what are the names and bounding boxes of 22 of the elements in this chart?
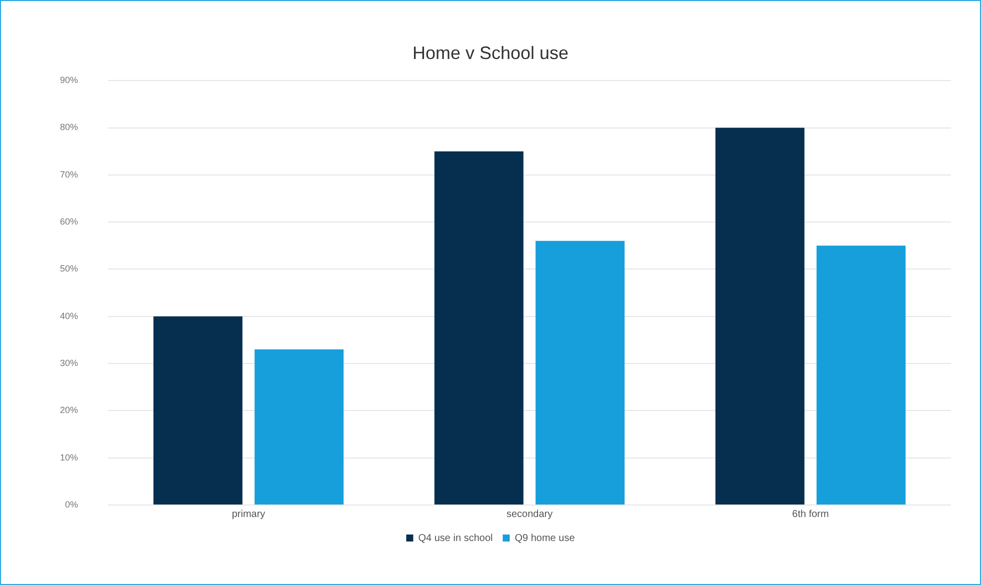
bar xyxy=(254,349,344,504)
bar xyxy=(816,246,906,504)
legend-label: Q9 home use xyxy=(514,532,576,544)
y-tick-label: 50% xyxy=(60,264,78,274)
x-tick-label: secondary xyxy=(506,508,553,520)
bar xyxy=(536,240,625,504)
y-tick-label: 20% xyxy=(60,405,78,416)
x-tick-label: 6th form xyxy=(792,508,829,520)
y-tick-label: 30% xyxy=(60,358,78,368)
bar xyxy=(153,316,242,504)
y-tick-label: 80% xyxy=(60,122,78,132)
bar xyxy=(434,151,524,504)
y-tick-label: 90% xyxy=(60,75,78,86)
y-tick-label: 10% xyxy=(60,452,78,462)
x-tick-label: primary xyxy=(232,508,266,520)
y-tick-label: 0% xyxy=(65,499,78,510)
y-tick-label: 70% xyxy=(60,169,78,180)
y-tick-label: 40% xyxy=(60,310,78,321)
bar xyxy=(715,128,804,504)
y-tick-label: 60% xyxy=(60,216,78,227)
chart-title: Home v School use xyxy=(412,42,569,63)
legend-label: Q4 use in school xyxy=(418,532,493,544)
